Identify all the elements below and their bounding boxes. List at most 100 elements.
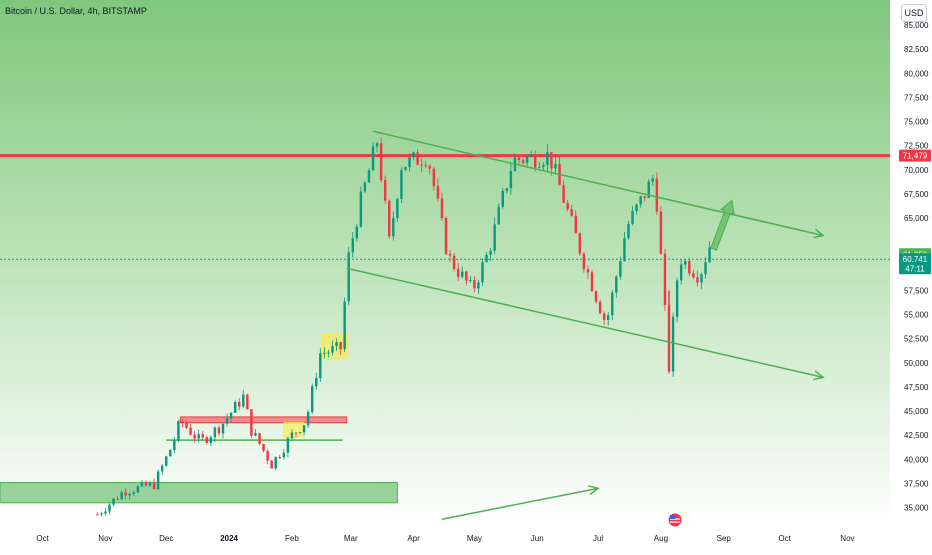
candle-body	[619, 261, 622, 277]
candle-body	[181, 421, 184, 423]
candle-body	[647, 181, 650, 198]
candle-body	[388, 200, 391, 237]
price-label-text: 47:11	[905, 264, 925, 273]
candle-body	[128, 493, 131, 496]
candle-body	[623, 238, 626, 262]
candle-body	[696, 277, 699, 283]
candle-body	[631, 211, 634, 225]
price-label-box	[899, 262, 931, 275]
candle-body	[615, 276, 618, 293]
candle-body	[444, 218, 448, 255]
candle-body	[177, 421, 180, 440]
candle-body	[343, 301, 346, 350]
candle-body	[643, 196, 646, 198]
candle-body	[704, 262, 707, 275]
candle-body	[250, 409, 253, 436]
y-tick-label: 45,000	[904, 407, 929, 416]
x-tick-label: 2024	[220, 534, 238, 543]
candle-body	[493, 224, 496, 251]
candle-body	[140, 481, 144, 487]
candle-body	[586, 269, 590, 273]
price-label-text: 60,741	[903, 255, 928, 264]
consolidation-box	[321, 333, 348, 359]
candle-body	[116, 498, 119, 500]
y-tick-label: 65,000	[904, 214, 929, 223]
y-tick-label: 55,000	[904, 311, 929, 320]
candle-body	[611, 292, 614, 316]
candle-body	[201, 434, 204, 438]
candle-body	[651, 178, 655, 182]
candle-body	[238, 401, 241, 407]
candle-body	[566, 202, 569, 210]
candle-body	[469, 279, 472, 281]
candle-body	[282, 452, 286, 458]
candle-body	[100, 513, 103, 515]
candle-body	[477, 282, 480, 289]
candle-body	[290, 432, 294, 439]
candle-body	[193, 434, 196, 439]
candle-body	[339, 342, 342, 350]
channel-bottom	[346, 267, 824, 379]
chart-background	[0, 0, 890, 525]
price-label-text: 71,479	[903, 152, 928, 161]
candle-body	[529, 154, 533, 157]
candle-body	[148, 482, 152, 486]
x-tick-label: Feb	[285, 534, 299, 543]
candle-body	[594, 291, 598, 302]
candle-body	[371, 146, 375, 171]
price-label-box	[899, 253, 931, 266]
candle-body	[404, 167, 407, 171]
breakout-box	[283, 422, 305, 438]
candle-body	[432, 168, 436, 186]
candle-body	[298, 432, 302, 434]
candle-body	[254, 433, 257, 436]
candle-body	[306, 411, 310, 426]
y-tick-label: 40,000	[904, 455, 929, 464]
candle-body	[266, 450, 269, 461]
candle-body	[144, 481, 148, 486]
x-tick-label: Aug	[654, 534, 668, 543]
channel-top-arrowhead	[813, 228, 825, 239]
candle-body	[156, 471, 160, 490]
candle-body	[327, 352, 330, 354]
time-axis-background	[0, 525, 932, 550]
support-zone	[0, 482, 398, 504]
x-tick-label: Mar	[344, 534, 358, 543]
y-tick-label: 85,000	[904, 21, 929, 30]
us-flag-stripe	[670, 521, 681, 523]
candle-body	[258, 433, 261, 445]
y-tick-label: 52,500	[904, 335, 929, 344]
y-tick-label: 57,500	[904, 286, 929, 295]
candle-body	[359, 191, 363, 227]
candle-body	[606, 315, 610, 320]
candle-body	[331, 346, 334, 353]
y-tick-label: 75,000	[904, 118, 929, 127]
y-tick-label: 80,000	[904, 69, 929, 78]
candle-body	[428, 165, 432, 169]
candle-body	[627, 224, 630, 239]
candle-body	[542, 164, 545, 167]
candle-body	[367, 170, 371, 183]
chart-title: Bitcoin / U.S. Dollar, 4h, BITSTAMP	[5, 6, 147, 16]
candle-body	[521, 160, 525, 163]
candle-body	[375, 143, 379, 147]
candle-body	[448, 254, 452, 256]
x-tick-label: Sep	[717, 534, 732, 543]
x-tick-label: Jul	[593, 534, 603, 543]
candle-body	[424, 165, 427, 167]
candle-body	[497, 206, 500, 225]
candle-body	[310, 386, 314, 412]
projection-arrow	[710, 199, 735, 251]
y-tick-label: 35,000	[904, 504, 929, 513]
candle-body	[489, 250, 492, 255]
candle-body	[294, 432, 298, 434]
candle-body	[456, 269, 460, 277]
candle-body	[679, 264, 683, 281]
candle-body	[124, 492, 127, 496]
x-tick-label: Nov	[840, 534, 854, 543]
candle-body	[436, 185, 440, 199]
candle-body	[136, 486, 140, 493]
currency-button[interactable]: USD	[901, 4, 927, 22]
